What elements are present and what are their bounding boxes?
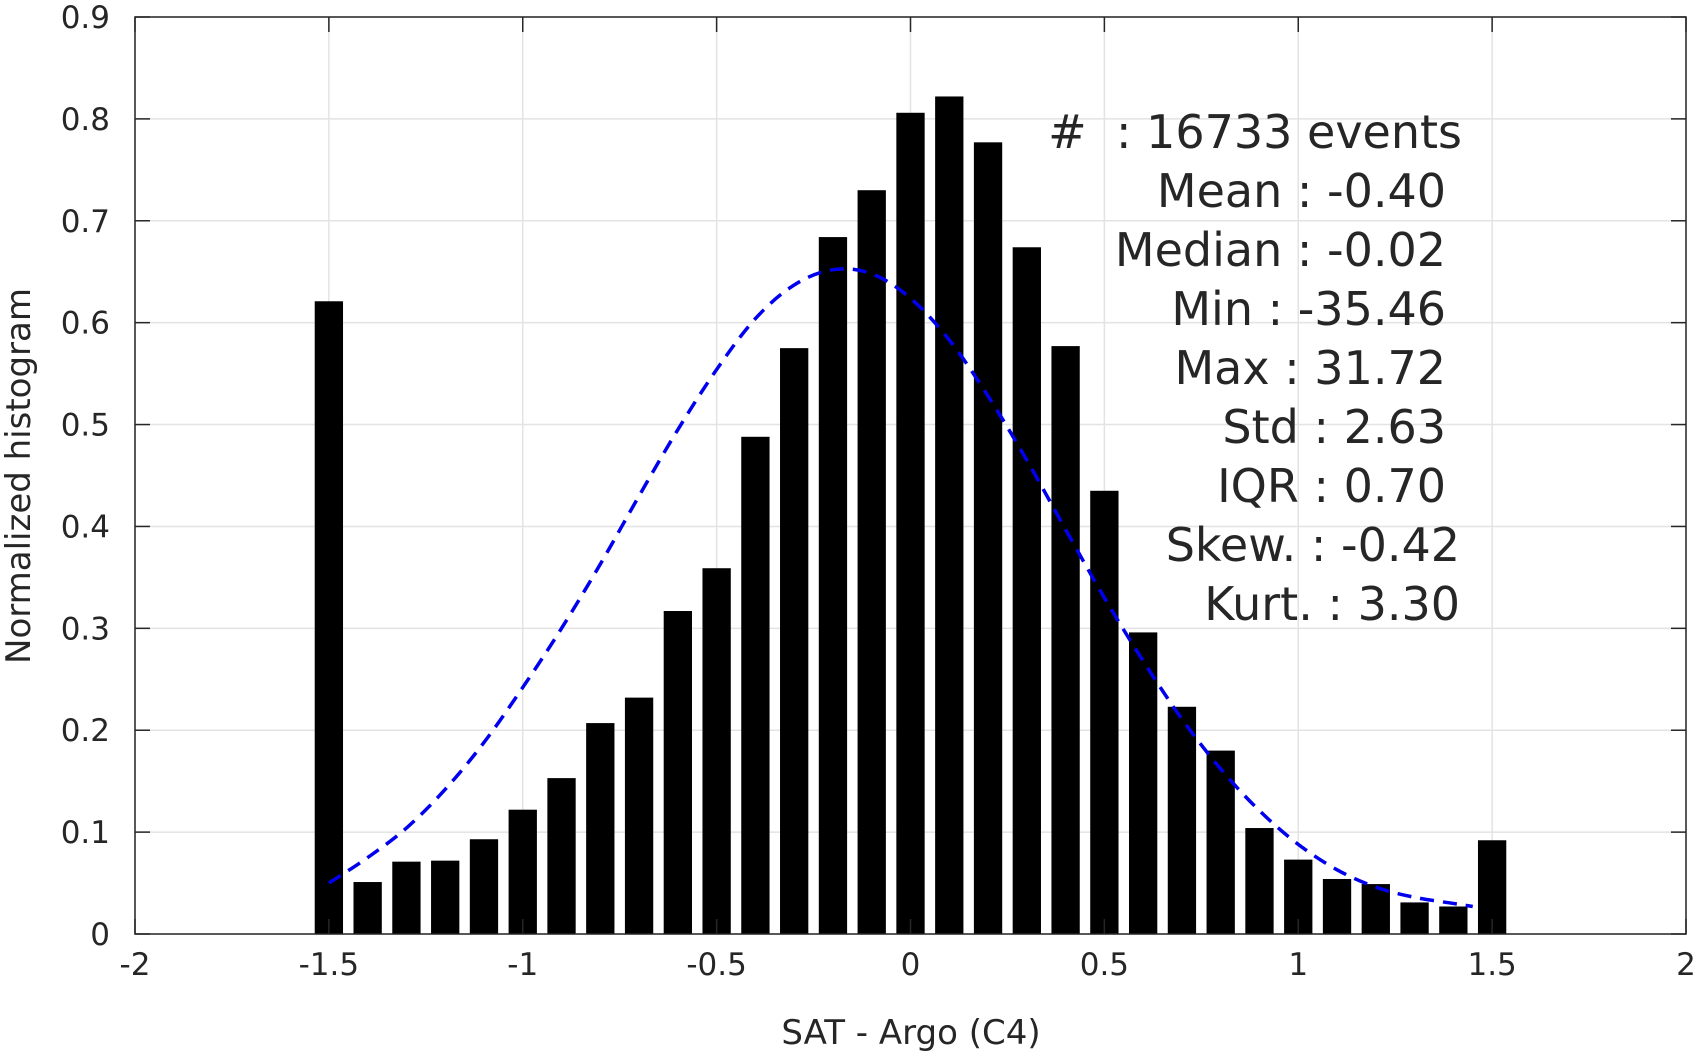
stat-line: Median : -0.02 — [1115, 223, 1446, 277]
histogram-bar — [586, 723, 615, 934]
y-tick-label: 0.8 — [61, 102, 110, 138]
y-tick-label: 0.1 — [61, 815, 110, 851]
y-tick-label: 0.2 — [61, 713, 110, 749]
histogram-bar — [663, 611, 693, 934]
x-axis-label: SAT - Argo (C4) — [781, 1013, 1040, 1053]
histogram-bar — [431, 860, 460, 934]
y-axis-label: Normalized histogram — [0, 288, 39, 664]
y-tick-label: 0.3 — [61, 611, 110, 647]
x-tick-label: 2 — [1676, 947, 1696, 983]
stat-line: # : 16733 events — [1048, 105, 1462, 159]
histogram-bar — [741, 436, 770, 934]
x-tick-label: -0.5 — [686, 947, 747, 983]
histogram-bar — [1400, 902, 1429, 934]
y-tick-label: 0.9 — [61, 0, 110, 36]
histogram-bar — [353, 882, 382, 934]
x-tick-label: 1 — [1288, 947, 1308, 983]
stat-line: Min : -35.46 — [1171, 282, 1446, 336]
stat-line: Kurt. : 3.30 — [1204, 577, 1460, 631]
y-tick-label: 0.5 — [61, 408, 110, 444]
stat-line: IQR : 0.70 — [1217, 459, 1446, 513]
histogram-bar — [1012, 247, 1041, 934]
stat-line: Max : 31.72 — [1174, 341, 1446, 395]
x-tick-label: 0.5 — [1080, 947, 1129, 983]
stat-line: Skew. : -0.42 — [1166, 518, 1460, 572]
normal-fit-curve — [327, 267, 1474, 909]
histogram-bar — [935, 96, 964, 935]
x-tick-label: -1.5 — [299, 947, 360, 983]
histogram-bar — [857, 190, 886, 934]
y-tick-label: 0.6 — [61, 306, 110, 342]
stat-line: Std : 2.63 — [1222, 400, 1446, 454]
stat-line: Mean : -0.40 — [1157, 164, 1446, 218]
x-tick-label: -2 — [120, 947, 151, 983]
histogram-bar — [1361, 884, 1390, 934]
x-tick-label: 1.5 — [1467, 947, 1516, 983]
histogram-bar — [1477, 840, 1507, 934]
histogram-bar — [508, 809, 537, 934]
y-tick-label: 0.4 — [61, 509, 110, 545]
histogram-bar — [1167, 706, 1197, 934]
y-tick-label: 0 — [90, 917, 110, 953]
histogram-bar — [314, 301, 344, 934]
y-axis-ticks: 0 0.1 0.2 0.3 0.4 0.5 0.6 0.7 0.8 0.9 — [61, 0, 1686, 953]
histogram-bar — [1322, 878, 1352, 934]
histogram-bar — [1051, 346, 1080, 935]
histogram-bar — [896, 112, 925, 934]
histogram-bar — [469, 839, 499, 934]
histogram-bar — [1245, 828, 1274, 934]
x-tick-label: -1 — [507, 947, 538, 983]
histogram-bar — [547, 778, 576, 934]
histogram-bar — [818, 237, 848, 934]
histogram-bar — [1439, 906, 1468, 934]
y-tick-label: 0.7 — [61, 204, 110, 240]
histogram-bar — [973, 142, 1003, 934]
histogram-bar — [702, 568, 731, 934]
x-tick-label: 0 — [901, 947, 921, 983]
histogram-bars — [314, 96, 1507, 935]
x-axis-ticks: -2 -1.5 -1 -0.5 0 0.5 1 1.5 2 — [120, 17, 1696, 983]
histogram-bar — [1090, 490, 1119, 934]
histogram-bar — [624, 697, 654, 934]
histogram-bar — [1128, 632, 1158, 934]
histogram-bar — [780, 348, 809, 934]
histogram-bar — [392, 861, 421, 934]
